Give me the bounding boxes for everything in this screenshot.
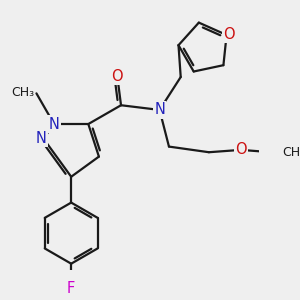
Text: CH₃: CH₃ (282, 146, 300, 159)
Text: N: N (154, 102, 165, 117)
Text: F: F (67, 280, 75, 296)
Text: O: O (112, 69, 123, 84)
Text: O: O (223, 26, 235, 41)
Text: N: N (36, 131, 46, 146)
Text: CH₃: CH₃ (11, 86, 34, 99)
Text: N: N (49, 116, 59, 131)
Text: O: O (235, 142, 247, 158)
